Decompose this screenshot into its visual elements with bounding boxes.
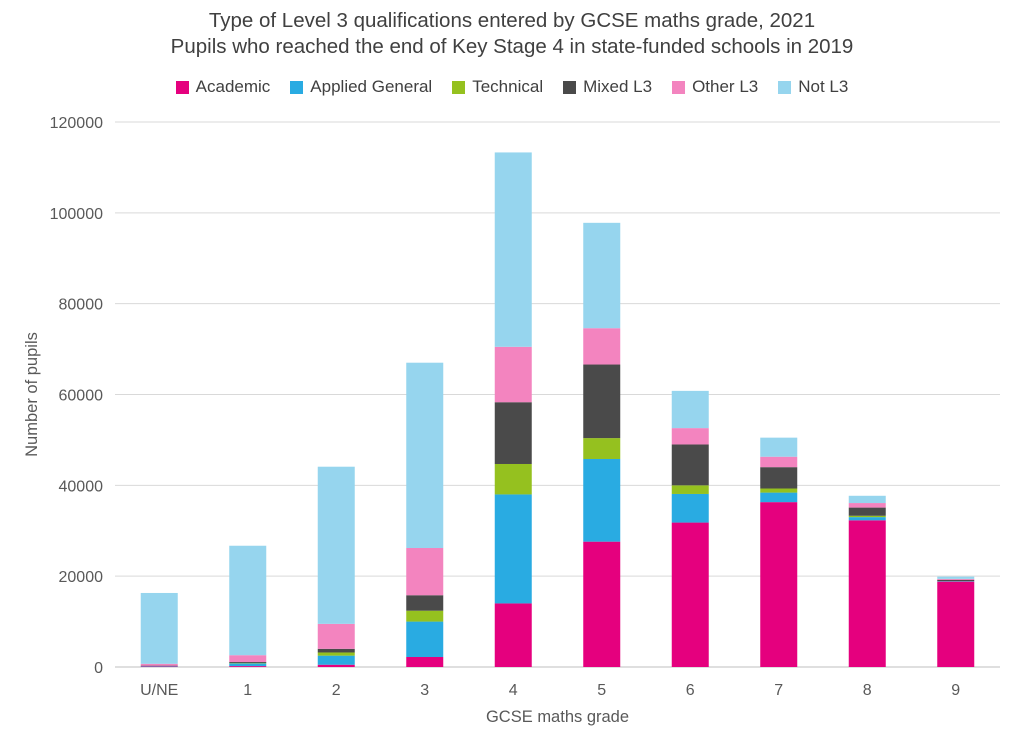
bar-segment-other-l3 [494, 346, 532, 403]
x-tick-label: 3 [420, 682, 429, 699]
bar-segment-applied-general [317, 655, 355, 665]
bar-segment-not-l3 [140, 592, 178, 664]
bar-segment-not-l3 [760, 437, 798, 457]
bar-segment-not-l3 [494, 152, 532, 347]
bar-segment-academic [671, 522, 709, 667]
legend-item: Other L3 [672, 77, 758, 97]
bar-segment-not-l3 [229, 545, 267, 656]
bar-segment-applied-general [671, 493, 709, 523]
bar-segment-technical [583, 438, 621, 459]
y-tick-label: 100000 [50, 206, 103, 223]
legend-swatch [672, 80, 686, 94]
bar-segment-academic [317, 664, 355, 667]
bar-segment-other-l3 [140, 663, 178, 666]
legend-swatch [290, 80, 304, 94]
chart-subtitle-line: Pupils who reached the end of Key Stage … [170, 35, 854, 58]
bar-segment-applied-general [406, 621, 444, 658]
x-tick-label: 4 [509, 682, 518, 699]
bar-segment-not-l3 [671, 390, 709, 429]
bar-segment-technical [848, 515, 886, 518]
bar-segment-academic [229, 666, 267, 667]
bar-segment-not-l3 [937, 576, 975, 579]
bar-segment-academic [406, 657, 444, 667]
bar-segment-mixed-l3 [583, 364, 621, 439]
chart-title-line: Type of Level 3 qualifications entered b… [208, 9, 816, 32]
x-tick-label: 6 [686, 682, 695, 699]
bar-segment-mixed-l3 [937, 579, 975, 582]
legend-label: Other L3 [692, 77, 759, 96]
x-tick-label: 7 [774, 682, 783, 699]
legend-label: Technical [472, 77, 544, 96]
legend-item: Applied General [290, 77, 432, 97]
bar-segment-technical [406, 610, 444, 622]
bar-segment-mixed-l3 [494, 402, 532, 464]
x-tick-label: U/NE [140, 682, 178, 699]
x-tick-label: 5 [597, 682, 606, 699]
legend-swatch [778, 80, 792, 94]
legend-item: Academic [175, 77, 271, 97]
legend-swatch [175, 80, 189, 94]
chart-legend: Academic Applied General Technical Mixed L3… [0, 77, 1024, 97]
legend-item: Mixed L3 [563, 77, 652, 97]
legend-label: Not L3 [798, 77, 849, 96]
x-tick-label: 9 [951, 682, 960, 699]
bar-segment-other-l3 [583, 328, 621, 365]
bar-segment-academic [583, 541, 621, 667]
bar-segment-applied-general [760, 492, 798, 503]
legend-item: Technical [452, 77, 543, 97]
bar-segment-mixed-l3 [229, 662, 267, 663]
y-tick-label: 20000 [59, 569, 104, 586]
y-tick-label: 80000 [59, 297, 104, 314]
x-axis-title: GCSE maths grade [486, 708, 629, 726]
x-tick-label: 8 [863, 682, 872, 699]
legend-label: Mixed L3 [583, 77, 653, 96]
x-tick-label: 1 [243, 682, 252, 699]
bar-segment-mixed-l3 [671, 444, 709, 486]
bar-segment-academic [760, 502, 798, 667]
bar-segment-not-l3 [406, 362, 444, 549]
y-tick-label: 40000 [59, 478, 104, 495]
bar-segment-other-l3 [406, 548, 444, 596]
bar-segment-not-l3 [583, 222, 621, 329]
y-tick-label: 60000 [59, 388, 104, 405]
legend-swatch [452, 80, 466, 94]
bar-segment-academic [848, 520, 886, 667]
bar-segment-mixed-l3 [317, 648, 355, 653]
bar-segment-applied-general [494, 494, 532, 604]
bar-segment-other-l3 [937, 578, 975, 580]
legend-item: Not L3 [778, 77, 848, 97]
bar-segment-applied-general [229, 663, 267, 667]
bar-segment-other-l3 [760, 456, 798, 468]
bar-segment-academic [937, 581, 975, 667]
bar-segment-academic [494, 603, 532, 667]
bar-segment-mixed-l3 [760, 467, 798, 489]
legend-label: Applied General [310, 77, 433, 96]
bar-segment-technical [760, 488, 798, 493]
chart-title: Type of Level 3 qualifications entered b… [0, 8, 1024, 60]
bar-segment-other-l3 [848, 503, 886, 508]
bar-segment-applied-general [848, 517, 886, 521]
y-tick-label: 120000 [50, 115, 103, 132]
y-axis-title: Number of pupils [23, 332, 41, 457]
bar-segment-other-l3 [229, 655, 267, 663]
bar-segment-other-l3 [317, 623, 355, 649]
bar-segment-applied-general [583, 458, 621, 542]
bar-segment-mixed-l3 [848, 507, 886, 516]
bar-segment-mixed-l3 [406, 595, 444, 611]
bar-segment-technical [317, 652, 355, 656]
legend-swatch [563, 80, 577, 94]
bar-segment-not-l3 [317, 466, 355, 624]
y-tick-label: 0 [94, 660, 103, 677]
bar-segment-technical [494, 463, 532, 495]
legend-label: Academic [195, 77, 271, 96]
x-tick-label: 2 [332, 682, 341, 699]
bar-segment-technical [671, 485, 709, 494]
bar-segment-not-l3 [848, 495, 886, 504]
bar-segment-other-l3 [671, 428, 709, 445]
